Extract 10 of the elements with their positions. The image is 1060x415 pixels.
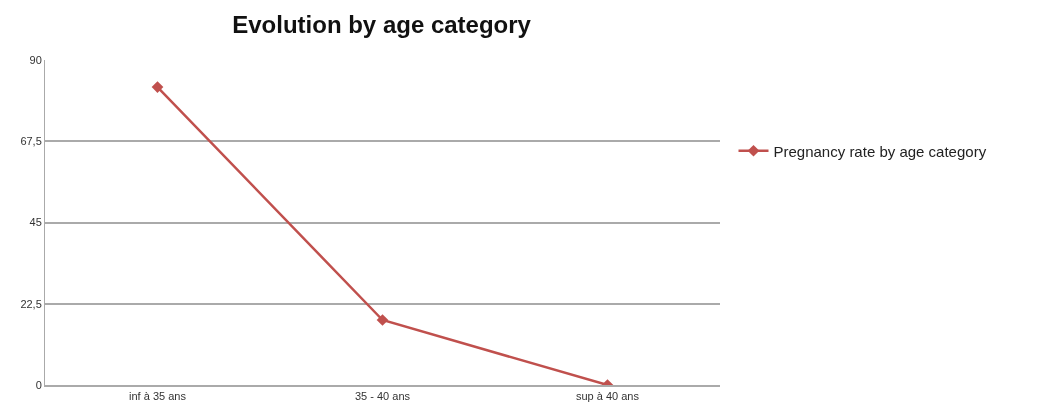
y-tick-label: 0 bbox=[35, 378, 42, 391]
legend-label: Pregnancy rate by age category bbox=[773, 142, 987, 160]
y-tick-label: 67,5 bbox=[20, 135, 42, 148]
x-tick-label: sup à 40 ans bbox=[576, 390, 640, 403]
y-tick-label: 45 bbox=[29, 216, 42, 229]
x-tick-label: 35 - 40 ans bbox=[354, 390, 411, 403]
chart-title: Evolution by age category bbox=[232, 11, 532, 39]
x-tick-label: inf à 35 ans bbox=[129, 390, 187, 403]
y-tick-label: 22,5 bbox=[20, 297, 42, 310]
y-tick-label: 90 bbox=[29, 53, 42, 66]
